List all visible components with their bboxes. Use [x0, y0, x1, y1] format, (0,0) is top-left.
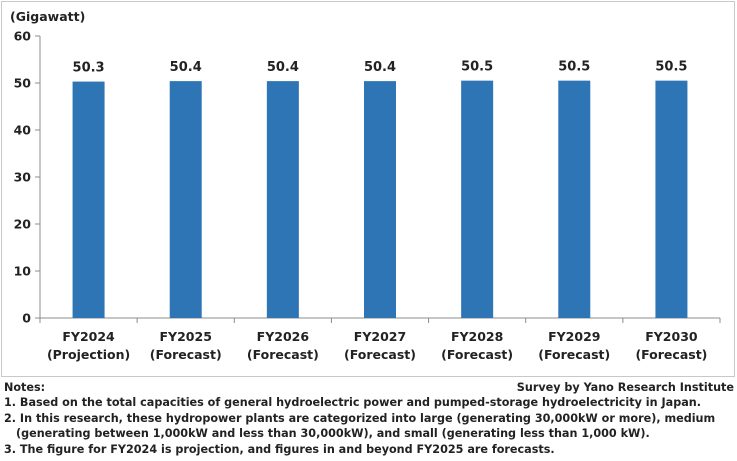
bar [461, 80, 494, 319]
x-tick-sublabel: (Forecast) [247, 347, 319, 362]
bar [364, 81, 396, 319]
y-tick-label: 60 [14, 29, 32, 44]
data-label: 50.3 [73, 61, 105, 76]
x-tick-sublabel: (Forecast) [635, 347, 707, 362]
y-tick-label: 0 [22, 311, 31, 326]
y-tick-label: 50 [14, 76, 32, 91]
bar [655, 80, 688, 319]
note-1: 1. Based on the total capacities of gene… [4, 396, 701, 410]
bar [169, 81, 202, 319]
source-credit: Survey by Yano Research Institute [516, 381, 734, 394]
y-tick-label: 30 [14, 170, 32, 185]
notes-section: Notes: Survey by Yano Research Institute… [4, 380, 734, 457]
x-tick-sublabel: (Forecast) [538, 347, 610, 362]
data-label: 50.5 [655, 60, 687, 75]
notes-heading: Notes: [4, 381, 46, 394]
data-label: 50.4 [170, 60, 202, 75]
note-2: 2. In this research, these hydropower pl… [4, 411, 716, 425]
note-2-continued: (generating between 1,000kW and less tha… [16, 427, 650, 441]
note-3: 3. The figure for FY2024 is projection, … [4, 442, 555, 456]
y-axis-unit-label: (Gigawatt) [10, 9, 85, 24]
data-label: 50.4 [364, 60, 396, 75]
data-label: 50.5 [558, 60, 590, 75]
x-tick-sublabel: (Forecast) [344, 347, 416, 362]
x-tick-sublabel: (Forecast) [150, 347, 222, 362]
x-tick-label: FY2028 [451, 329, 503, 344]
x-tick-sublabel: (Projection) [47, 347, 130, 362]
notes-header-row: Notes: Survey by Yano Research Institute [4, 380, 734, 395]
bars [72, 80, 688, 319]
bar [558, 80, 591, 319]
y-tick-label: 40 [14, 123, 32, 138]
bar [266, 81, 299, 319]
y-tick-label: 10 [14, 264, 32, 279]
data-label: 50.5 [461, 60, 493, 75]
bar [72, 81, 105, 318]
bar-chart: (Gigawatt) 0 10 20 30 40 50 60 50.3 FY2024 (Proje… [10, 9, 721, 363]
data-label: 50.4 [267, 60, 299, 75]
y-tick-label: 20 [14, 217, 32, 232]
x-tick-label: FY2026 [257, 329, 310, 344]
x-tick-label: FY2029 [548, 329, 600, 344]
x-tick-label: FY2030 [645, 329, 698, 344]
x-tick-label: FY2027 [354, 329, 406, 344]
x-tick-label: FY2024 [62, 329, 115, 344]
labels: 0 10 20 30 40 50 60 50.3 FY2024 (Projection) 50.4 F… [14, 29, 708, 363]
x-tick-label: FY2025 [160, 329, 212, 344]
x-tick-sublabel: (Forecast) [441, 347, 513, 362]
